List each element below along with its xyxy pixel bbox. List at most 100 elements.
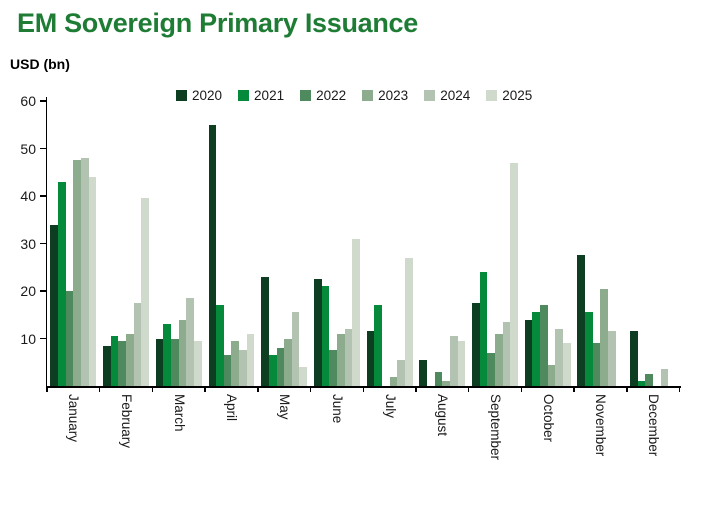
legend-label-2021: 2021 xyxy=(254,87,285,103)
bar-2024-november xyxy=(608,331,616,386)
bar-2025-april xyxy=(246,333,255,386)
x-tick-mark-8 xyxy=(467,386,470,392)
bar-2023-june xyxy=(336,333,345,386)
bar-2023-may xyxy=(284,338,292,386)
x-tick-label-september: September xyxy=(488,394,504,461)
bar-2025-september xyxy=(510,162,518,386)
bar-2023-july xyxy=(389,376,398,386)
y-axis-title: USD (bn) xyxy=(10,56,70,72)
bar-2020-march xyxy=(155,338,164,386)
x-tick-label-june: June xyxy=(329,394,345,424)
legend-item-2023: 2023 xyxy=(362,88,408,103)
legend-label-2024: 2024 xyxy=(440,87,471,103)
bar-2021-november xyxy=(585,312,593,386)
bar-2022-may xyxy=(276,348,285,386)
bar-2024-april xyxy=(239,350,247,386)
bar-2024-september xyxy=(502,321,511,386)
y-tick-label-60: 60 xyxy=(20,93,36,109)
bar-2022-june xyxy=(329,350,337,386)
bar-2022-february xyxy=(118,340,127,386)
x-tick-mark-9 xyxy=(520,386,523,392)
bar-2023-october xyxy=(547,364,556,386)
x-tick-mark-6 xyxy=(362,386,364,392)
bar-2022-november xyxy=(592,343,601,386)
legend-item-2021: 2021 xyxy=(238,88,284,103)
x-tick-mark-7 xyxy=(415,386,417,392)
bar-2023-august xyxy=(442,381,450,386)
legend-item-2025: 2025 xyxy=(486,88,532,103)
bar-2025-january xyxy=(88,177,97,386)
bar-2023-april xyxy=(231,340,240,386)
y-axis-line xyxy=(45,97,47,388)
bar-2020-june xyxy=(313,279,322,386)
y-tick-label-40: 40 xyxy=(20,188,36,204)
x-tick-label-january: January xyxy=(66,394,82,443)
chart-title: EM Sovereign Primary Issuance xyxy=(17,8,418,38)
x-tick-mark-5 xyxy=(309,386,312,392)
bar-2025-october xyxy=(563,343,571,386)
x-tick-mark-0 xyxy=(46,386,48,392)
legend: 2020 2021 2022 2023 2024 2025 xyxy=(176,86,532,104)
legend-label-2022: 2022 xyxy=(316,87,347,103)
legend-item-2020: 2020 xyxy=(176,88,222,103)
x-tick-label-april: April xyxy=(224,394,240,422)
legend-label-2023: 2023 xyxy=(378,87,409,103)
x-tick-mark-1 xyxy=(98,386,101,392)
y-tick-label-10: 10 xyxy=(20,330,36,347)
bar-2025-february xyxy=(141,198,149,386)
bar-2022-september xyxy=(487,352,495,386)
x-tick-mark-2 xyxy=(151,386,154,392)
bar-2020-october xyxy=(524,319,533,386)
legend-swatch-2021 xyxy=(238,89,250,101)
legend-swatch-2025 xyxy=(486,89,498,101)
x-tick-label-may: May xyxy=(277,394,293,420)
bar-2023-february xyxy=(126,333,134,386)
bar-2020-august xyxy=(419,359,427,386)
bar-2024-december xyxy=(660,369,669,386)
y-tick-mark-10 xyxy=(40,337,46,340)
bar-2023-march xyxy=(178,319,187,386)
x-tick-mark-12 xyxy=(678,386,681,392)
bar-2022-march xyxy=(171,338,179,386)
bar-2024-august xyxy=(449,336,458,386)
bar-2020-september xyxy=(472,302,480,386)
bar-2024-june xyxy=(344,329,353,386)
bar-2025-june xyxy=(352,238,360,386)
bar-2021-march xyxy=(163,324,172,386)
bar-2020-february xyxy=(103,345,111,386)
bar-2022-december xyxy=(645,374,654,386)
y-tick-mark-50 xyxy=(40,147,46,150)
x-tick-mark-11 xyxy=(626,386,628,392)
bar-2021-december xyxy=(637,381,646,386)
bar-2022-august xyxy=(434,371,443,386)
y-tick-mark-60 xyxy=(40,100,46,102)
legend-label-2020: 2020 xyxy=(192,87,223,103)
bar-2025-july xyxy=(404,257,413,386)
bar-2021-september xyxy=(479,272,488,386)
x-tick-mark-10 xyxy=(573,386,575,392)
y-tick-mark-40 xyxy=(40,195,46,197)
legend-item-2024: 2024 xyxy=(424,88,470,103)
legend-swatch-2024 xyxy=(424,89,436,101)
x-tick-mark-3 xyxy=(204,386,206,392)
bar-2023-november xyxy=(600,288,609,386)
y-tick-label-50: 50 xyxy=(20,140,36,157)
legend-label-2025: 2025 xyxy=(502,87,533,103)
bar-2025-august xyxy=(457,340,466,386)
y-tick-mark-30 xyxy=(40,242,46,245)
x-tick-label-february: February xyxy=(119,394,135,449)
x-tick-label-august: August xyxy=(435,394,451,437)
bar-2024-march xyxy=(186,298,195,386)
bar-2021-july xyxy=(374,305,382,386)
bar-2024-may xyxy=(291,312,300,386)
y-tick-mark-20 xyxy=(40,290,46,292)
bar-2022-october xyxy=(540,305,548,386)
x-tick-label-december: December xyxy=(646,394,662,457)
legend-swatch-2023 xyxy=(362,89,374,101)
bar-2024-october xyxy=(555,329,564,386)
bar-2020-january xyxy=(50,224,59,386)
legend-swatch-2020 xyxy=(176,89,187,101)
bar-2023-september xyxy=(495,333,503,386)
x-tick-mark-4 xyxy=(257,386,259,392)
legend-item-2022: 2022 xyxy=(300,88,346,103)
